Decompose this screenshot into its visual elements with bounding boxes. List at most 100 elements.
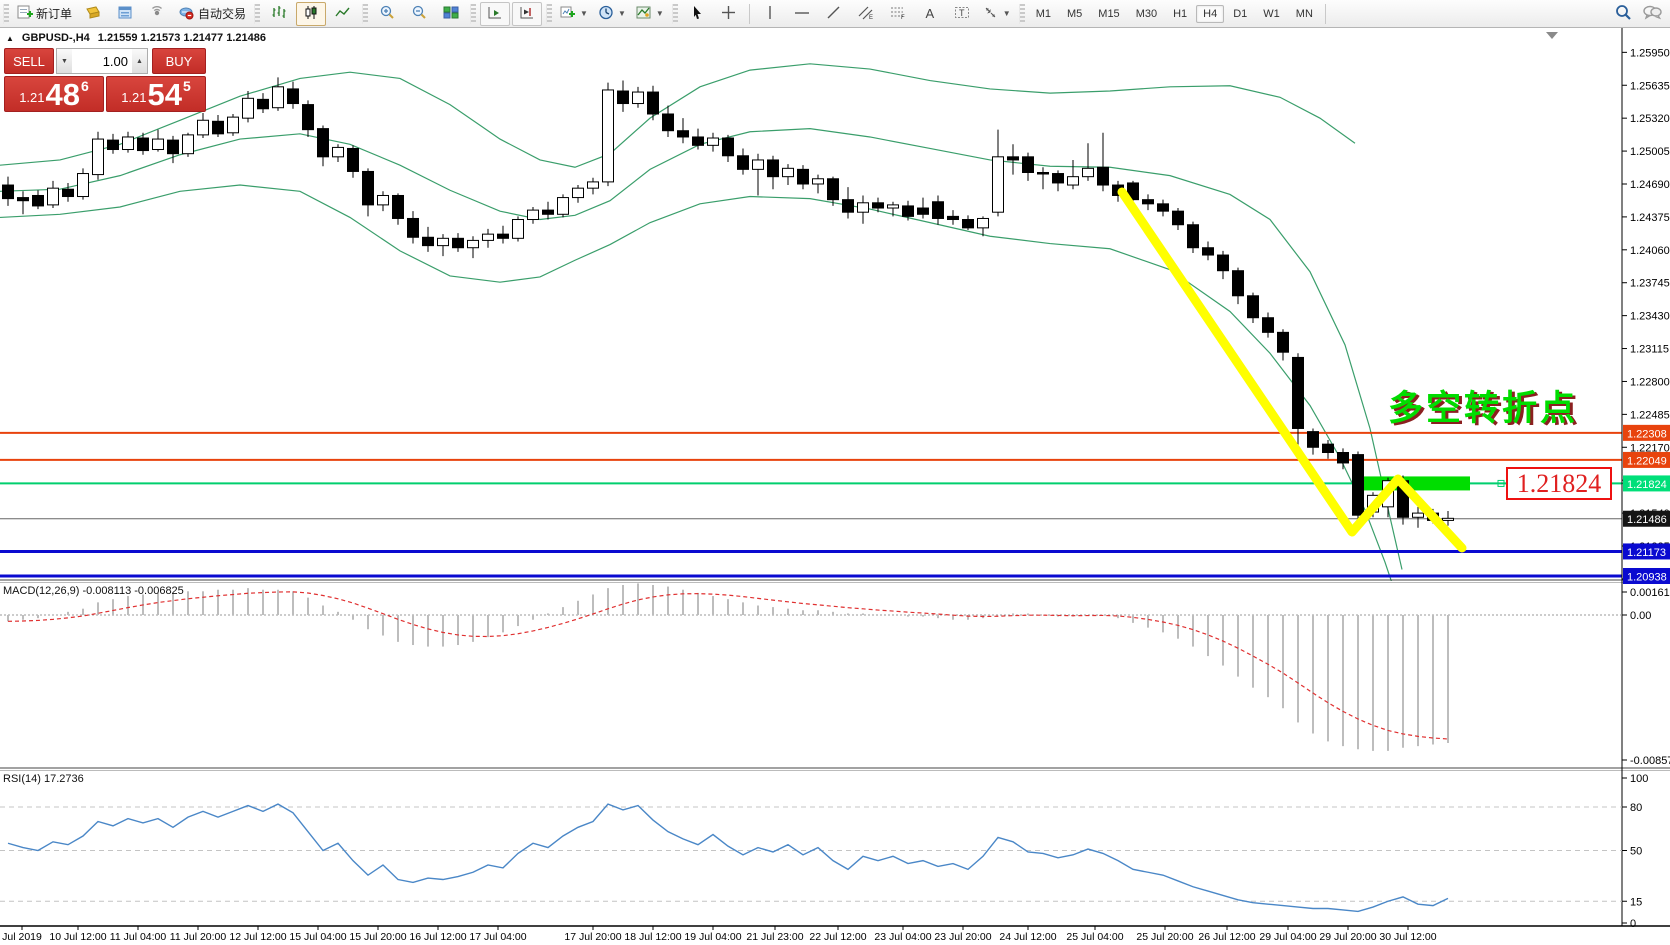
periods-button[interactable]: ▼: [594, 2, 630, 26]
horizontal-line-tool-button[interactable]: [787, 2, 817, 26]
macd-pane[interactable]: [0, 583, 1622, 751]
volume-decrease-button[interactable]: ▼: [57, 49, 72, 73]
svg-text:E: E: [869, 15, 873, 20]
bullish-candle: [512, 219, 524, 239]
volume-input[interactable]: [72, 49, 132, 73]
chart-shift-marker-icon[interactable]: [1546, 32, 1558, 39]
arrows-tool-button[interactable]: ▼: [979, 2, 1015, 26]
toolbar-grip[interactable]: [1018, 3, 1025, 24]
bearish-candle: [1322, 443, 1334, 454]
buy-price-display[interactable]: 1.21 54 5: [106, 76, 206, 112]
bearish-candle: [17, 197, 29, 202]
time-axis-label: 29 Jul 20:00: [1319, 931, 1376, 943]
support-zone-rect[interactable]: [1358, 476, 1470, 491]
bullish-candle: [122, 136, 134, 151]
timeframe-button-m1[interactable]: M1: [1035, 7, 1051, 20]
candlestick-chart-button[interactable]: [296, 1, 327, 26]
new-chart-button[interactable]: ▼: [556, 2, 592, 26]
text-label-tool-button[interactable]: T: [947, 2, 977, 26]
timeframe-button-w1[interactable]: W1: [1263, 7, 1280, 20]
bearish-candle: [1007, 156, 1019, 161]
timeframe-button-h1[interactable]: H1: [1173, 7, 1188, 20]
time-axis-label: 19 Jul 04:00: [684, 931, 741, 943]
zoom-in-button[interactable]: [372, 2, 402, 26]
chart-window[interactable]: 1.25950 1.25635 1.25320 1.25005 1.24690 1.243…: [0, 28, 1670, 945]
bearish-candle: [932, 201, 944, 219]
one-click-trading-panel: SELL ▼ ▲ BUY 1.21 48 6 1.21 54 5: [4, 48, 206, 112]
toolbar-grip[interactable]: [3, 3, 9, 24]
bearish-candle: [347, 147, 359, 172]
price-badge: [1623, 510, 1670, 527]
bearish-candle: [62, 188, 74, 198]
templates-button[interactable]: ▼: [632, 2, 668, 26]
bullish-candle: [992, 156, 1004, 213]
toolbar-grip[interactable]: [470, 3, 477, 24]
cursor-tool-button[interactable]: [682, 2, 712, 26]
bearish-candle: [497, 233, 509, 239]
navigator-button[interactable]: [110, 2, 140, 26]
yellow-trend-annotation[interactable]: [1117, 187, 1467, 553]
bearish-candle: [407, 217, 419, 238]
price-chart-canvas[interactable]: 1.25950 1.25635 1.25320 1.25005 1.24690 1.243…: [0, 28, 1670, 945]
bearish-candle: [677, 130, 689, 138]
timeframe-button-m30[interactable]: M30: [1135, 7, 1158, 20]
bearish-candle: [947, 215, 959, 221]
timeframe-button-h4[interactable]: H4: [1196, 4, 1225, 23]
sell-price-display[interactable]: 1.21 48 6: [4, 76, 104, 112]
toolbar-grip[interactable]: [546, 3, 553, 24]
trendline-tool-button[interactable]: [819, 2, 849, 26]
tile-windows-button[interactable]: [436, 2, 466, 26]
timeframe-button-d1[interactable]: D1: [1233, 7, 1248, 20]
zoom-out-button[interactable]: [404, 2, 434, 26]
bearish-candle: [362, 170, 374, 206]
vertical-line-tool-button[interactable]: [755, 2, 785, 26]
volume-increase-button[interactable]: ▲: [132, 49, 147, 73]
horizontal-line-icon: [794, 5, 810, 23]
timeframe-button-m5[interactable]: M5: [1067, 7, 1083, 20]
macd-axis-label: 0.00: [1630, 610, 1651, 622]
bearish-candle: [167, 139, 179, 155]
one-click-collapse-icon[interactable]: ▲: [6, 33, 14, 43]
chat-icon[interactable]: [1642, 4, 1662, 23]
bullish-candle: [182, 134, 194, 155]
text-tool-button[interactable]: A: [915, 2, 945, 26]
channel-tool-button[interactable]: E: [851, 2, 881, 26]
timeframe-button-m15[interactable]: M15: [1098, 7, 1120, 20]
price-tick-label: 1.24060: [1630, 245, 1670, 257]
bollinger-lower-band: [0, 184, 1392, 581]
rsi-axis-label: 100: [1630, 773, 1648, 785]
bearish-candle: [1277, 331, 1289, 353]
bullish-candle: [1082, 167, 1094, 178]
chart-shift-button[interactable]: [512, 1, 543, 26]
cursor-icon: [690, 5, 704, 23]
market-watch-button[interactable]: [78, 2, 108, 26]
toolbar-grip[interactable]: [362, 3, 369, 24]
auto-scroll-button[interactable]: [480, 1, 511, 26]
time-axis-label: 16 Jul 12:00: [409, 931, 466, 943]
bearish-candle: [137, 137, 149, 152]
buy-button[interactable]: BUY: [152, 48, 206, 74]
main-toolbar: 新订单 自动交易: [0, 0, 1670, 28]
timeframe-button-mn[interactable]: MN: [1295, 7, 1313, 20]
svg-text:F: F: [901, 15, 905, 20]
tile-windows-icon: [443, 5, 459, 23]
toolbar-grip[interactable]: [671, 3, 678, 24]
line-chart-button[interactable]: [328, 2, 358, 26]
search-icon[interactable]: [1615, 4, 1632, 23]
bullish-candle: [977, 217, 989, 229]
fibonacci-icon: F: [890, 5, 906, 23]
new-order-button[interactable]: 新订单: [13, 2, 76, 26]
signals-button[interactable]: [142, 2, 172, 26]
toolbar-grip[interactable]: [254, 3, 261, 24]
bearish-candle: [692, 136, 704, 146]
main-price-pane[interactable]: [0, 63, 1622, 601]
line-anchor-handle[interactable]: [1497, 479, 1505, 487]
autotrading-button[interactable]: 自动交易: [174, 2, 250, 26]
crosshair-tool-button[interactable]: [714, 2, 744, 26]
bullish-candle: [572, 187, 584, 199]
sell-button[interactable]: SELL: [4, 48, 54, 74]
bar-chart-button[interactable]: [264, 2, 294, 26]
time-axis-label: 15 Jul 04:00: [289, 931, 346, 943]
time-axis-label: 29 Jul 04:00: [1259, 931, 1316, 943]
fibonacci-tool-button[interactable]: F: [883, 2, 913, 26]
